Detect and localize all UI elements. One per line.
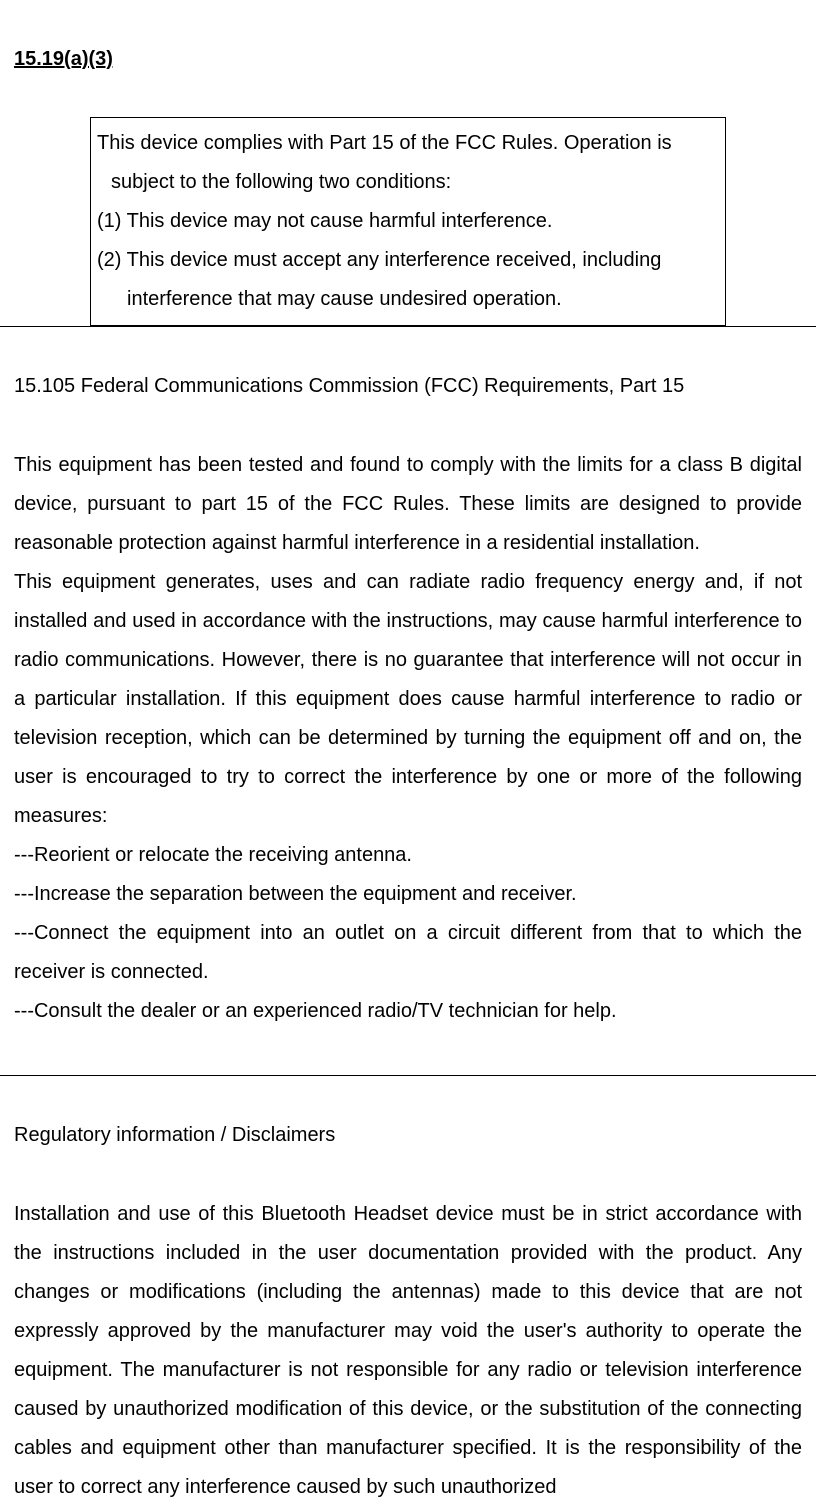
measure-2: ---Increase the separation between the e… (14, 875, 802, 914)
section-title-15105: 15.105 Federal Communications Commission… (14, 367, 802, 406)
box-intro-line1: This device complies with Part 15 of the… (97, 124, 719, 163)
divider-1 (0, 326, 816, 327)
para-15105-1: This equipment has been tested and found… (14, 446, 802, 563)
measure-3: ---Connect the equipment into an outlet … (14, 914, 802, 992)
compliance-box: This device complies with Part 15 of the… (90, 117, 726, 326)
measure-4: ---Consult the dealer or an experienced … (14, 992, 802, 1031)
section-title-reginfo: Regulatory information / Disclaimers (14, 1116, 802, 1155)
box-condition-1: (1) This device may not cause harmful in… (97, 202, 719, 241)
para-15105-2: This equipment generates, uses and can r… (14, 563, 802, 836)
measure-1: ---Reorient or relocate the receiving an… (14, 836, 802, 875)
box-condition-2-line1: (2) This device must accept any interfer… (97, 241, 719, 280)
section-heading-1519a3: 15.19(a)(3) (14, 40, 802, 79)
box-condition-2-line2: interference that may cause undesired op… (97, 280, 719, 319)
box-intro-line2: subject to the following two conditions: (97, 163, 719, 202)
para-reginfo: Installation and use of this Bluetooth H… (14, 1195, 802, 1507)
divider-2 (0, 1075, 816, 1076)
compliance-box-wrap: This device complies with Part 15 of the… (14, 117, 802, 326)
document-page: 15.19(a)(3) This device complies with Pa… (0, 0, 816, 1507)
